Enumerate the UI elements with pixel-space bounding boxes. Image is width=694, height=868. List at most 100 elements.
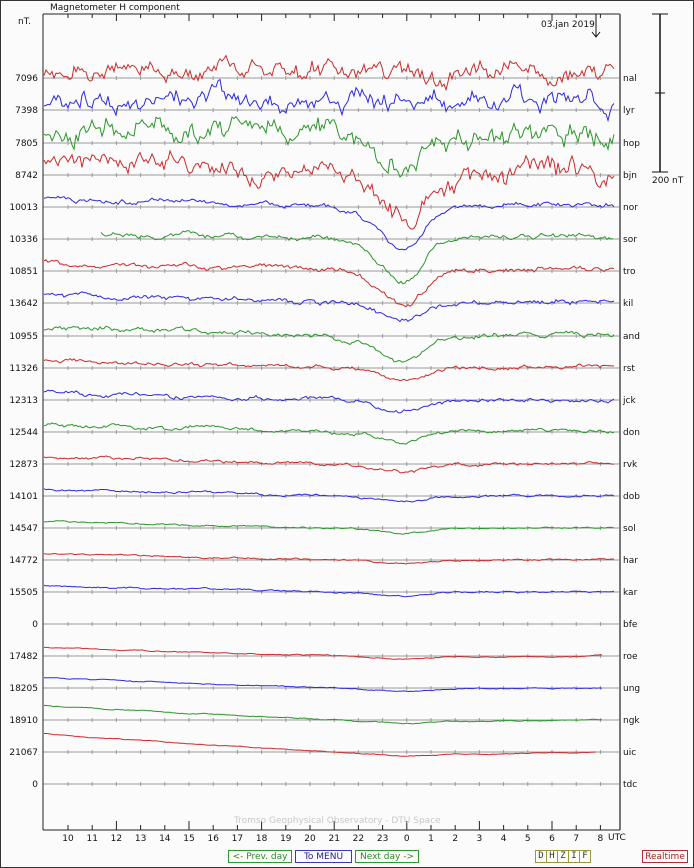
plot-axes [42,13,621,831]
station-label-roe: roe [623,652,638,662]
trace-kil [43,291,615,323]
station-label-ung: ung [623,684,640,694]
station-label-sor: sor [623,235,637,245]
realtime-button[interactable]: Realtime [642,850,688,863]
current-time-arrow-icon [591,14,601,38]
baseline-value: 12313 [9,396,38,406]
baseline-value: 17482 [9,652,38,662]
baseline-value: 15505 [9,588,38,598]
station-label-and: and [623,332,640,342]
scale-bar-label: 200 nT [652,176,684,186]
time-tick-label: 11 [86,834,97,844]
watermark: Tromso Geophysical Observatory - DTU Spa… [233,816,441,826]
baseline-value: 13642 [9,299,38,309]
trace-sor [100,230,614,285]
time-tick-label: 19 [280,834,292,844]
station-label-rvk: rvk [623,460,638,470]
time-tick-label: 22 [353,834,364,844]
trace-and [44,325,615,363]
station-label-hop: hop [623,139,640,149]
trace-uic [44,733,597,757]
time-tick-label: 14 [159,834,171,844]
trace-bjn [43,149,615,230]
prev-day-button[interactable]: <- Prev. day [228,850,292,863]
baseline-value: 7805 [15,139,38,149]
time-tick-label: 15 [183,834,194,844]
menu-button[interactable]: To MENU [295,850,352,863]
chart-title: Magnetometer H component [50,3,180,13]
baseline-value: 7096 [15,74,38,84]
unit-label: nT. [18,17,31,27]
time-tick-label: 8 [598,834,604,844]
trace-rst [43,357,615,382]
component-f-button[interactable]: F [582,851,588,861]
baseline-value: 7398 [15,106,38,116]
baseline-value: 10955 [9,332,38,342]
baseline-value: 14772 [9,556,38,566]
component-selector: D H Z I F [535,850,591,863]
trace-dob [43,488,615,503]
baseline-value: 0 [32,620,38,630]
component-z-button[interactable]: Z [558,851,569,862]
time-tick-label: 0 [404,834,410,844]
trace-jck [43,389,615,414]
trace-kar [43,584,615,598]
baseline-value: 14547 [9,524,38,534]
next-day-button[interactable]: Next day -> [355,850,419,863]
baseline-value: 0 [32,780,38,790]
scale-bar [652,13,668,173]
time-tick-label: 12 [111,834,122,844]
station-label-ngk: ngk [623,716,640,726]
trace-ung [43,677,603,693]
time-tick-label: 17 [232,834,243,844]
station-traces [43,54,615,757]
station-label-nor: nor [623,203,638,213]
station-code-labels: nal lyr hop bjn nor sor tro kil and rst jck don rvk d… [622,74,640,790]
station-label-dob: dob [623,492,640,502]
station-label-uic: uic [623,748,636,758]
baseline-value: 10336 [9,235,38,245]
date-label: 03.jan 2019 [541,20,595,30]
station-label-tro: tro [623,267,636,277]
station-label-sol: sol [623,524,636,534]
time-tick-label: 21 [328,834,339,844]
time-tick-label: 1 [428,834,434,844]
station-label-lyr: lyr [623,106,635,116]
station-label-kar: kar [623,588,638,598]
station-label-bjn: bjn [623,171,637,181]
baseline-grid [43,76,620,786]
baseline-value: 12544 [9,428,38,438]
trace-roe [44,646,603,660]
trace-nal [43,54,615,92]
time-tick-label: 10 [62,834,74,844]
station-label-tdc: tdc [623,780,637,790]
component-i-button[interactable]: I [569,851,580,862]
baseline-value: 10851 [9,267,38,277]
trace-nor [43,195,615,251]
time-tick-label: 18 [256,834,268,844]
baseline-value: 12873 [9,460,38,470]
time-tick-label: 23 [377,834,388,844]
trace-ngk [43,704,603,725]
time-tick-label: 20 [304,834,316,844]
time-tick-label: 6 [549,834,555,844]
trace-rvk [43,455,614,474]
station-label-rst: rst [623,364,635,374]
time-tick-label: 13 [135,834,146,844]
baseline-value: 11326 [9,364,38,374]
time-tick-label: 2 [452,834,458,844]
trace-tro [43,259,615,308]
baseline-value: 21067 [9,748,38,758]
trace-hop [43,115,615,178]
component-h-button[interactable]: H [547,851,558,862]
baseline-value-labels: 7096 7398 7805 8742 10013 10336 10851 13642 1095… [9,74,38,790]
time-tick-label: 3 [477,834,483,844]
station-label-kil: kil [623,299,633,309]
baseline-value: 8742 [15,171,38,181]
component-d-button[interactable]: D [536,851,547,862]
time-tick-label: 4 [501,834,507,844]
baseline-value: 10013 [9,203,38,213]
station-label-don: don [623,428,640,438]
station-label-har: har [623,556,638,566]
